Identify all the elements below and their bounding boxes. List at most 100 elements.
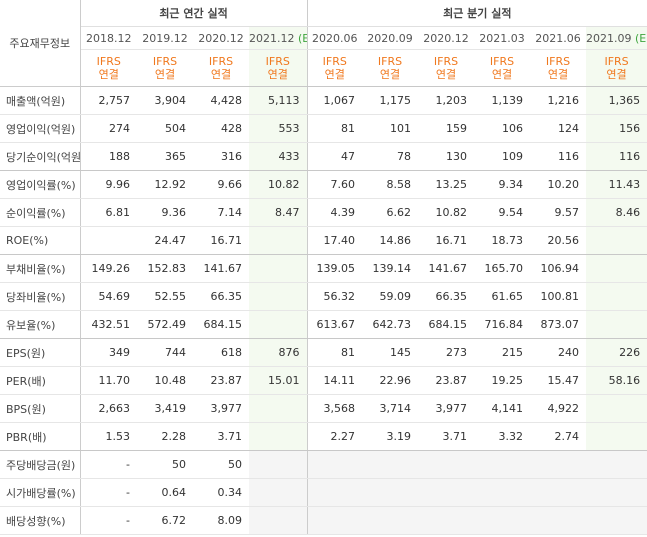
- value-cell: 78: [362, 142, 419, 171]
- value-cell: 19.25: [474, 366, 531, 395]
- value-cell: 52.55: [137, 282, 193, 311]
- standard: IFRS: [208, 55, 234, 68]
- period-header: 2021.12 (E): [249, 26, 308, 50]
- value-cell: 4.39: [307, 198, 363, 227]
- value-cell: [307, 478, 363, 507]
- value-cell: 22.96: [362, 366, 419, 395]
- value-cell: 6.81: [80, 198, 137, 227]
- period: 2021.12: [249, 31, 295, 45]
- period-header: 2020.09: [362, 26, 419, 50]
- value-cell: 1.53: [80, 422, 137, 451]
- header-row: 2018.12 2019.12 2020.12 2021.12 (E) 2020.06 2…: [0, 26, 647, 50]
- basis: 연결: [324, 68, 345, 81]
- value-cell: 642.73: [362, 310, 419, 339]
- row-label: 부채비율(%): [0, 254, 81, 283]
- value-cell: 9.54: [474, 198, 531, 227]
- value-cell: 5,113: [249, 86, 308, 115]
- value-cell: 9.57: [530, 198, 587, 227]
- standard-header: IFRS 연결: [80, 49, 137, 87]
- value-cell: [249, 394, 308, 423]
- value-cell: 3,419: [137, 394, 193, 423]
- data-row: 매출액(억원) 2,757 3,904 4,428 5,113 1,067 1,175 1,2…: [0, 86, 647, 115]
- value-cell: [474, 506, 531, 535]
- period: 2020.12: [198, 31, 244, 45]
- data-row: PBR(배) 1.53 2.28 3.71 2.27 3.19 3.71 3.32 2.74: [0, 422, 647, 451]
- value-cell: 10.20: [530, 170, 587, 199]
- value-cell: 4,428: [193, 86, 249, 115]
- value-cell: [474, 450, 531, 479]
- value-cell: 13.25: [418, 170, 475, 199]
- basis: 연결: [210, 68, 232, 81]
- standard: IFRS: [322, 55, 347, 68]
- row-label: 시가배당률(%): [0, 478, 81, 507]
- basis: 연결: [547, 68, 569, 81]
- value-cell: [362, 506, 419, 535]
- value-cell: 165.70: [474, 254, 531, 283]
- value-cell: 4,141: [474, 394, 531, 423]
- value-cell: 1,365: [586, 86, 647, 115]
- value-cell: 59.09: [362, 282, 419, 311]
- value-cell: 47: [307, 142, 363, 171]
- value-cell: 4,922: [530, 394, 587, 423]
- value-cell: 106.94: [530, 254, 587, 283]
- value-cell: 20.56: [530, 226, 587, 255]
- period-header: 2020.12: [193, 26, 249, 50]
- standard-header: IFRS 연결: [418, 49, 475, 87]
- value-cell: 11.43: [586, 170, 647, 199]
- value-cell: 0.64: [137, 478, 193, 507]
- row-label: 주당배당금(원): [0, 450, 81, 479]
- value-cell: 14.86: [362, 226, 419, 255]
- value-cell: 613.67: [307, 310, 363, 339]
- value-cell: 3.19: [362, 422, 419, 451]
- value-cell: [307, 506, 363, 535]
- row-label: 당기순이익(억원): [0, 142, 81, 171]
- standard: IFRS: [152, 55, 178, 68]
- basis: 연결: [379, 68, 401, 81]
- value-cell: -: [80, 450, 137, 479]
- value-cell: 58.16: [586, 366, 647, 395]
- period: 2020.09: [367, 31, 413, 45]
- value-cell: [418, 450, 475, 479]
- value-cell: [586, 394, 647, 423]
- period-header: 2021.06: [530, 26, 587, 50]
- value-cell: [586, 422, 647, 451]
- value-cell: [362, 450, 419, 479]
- value-cell: 81: [307, 114, 363, 143]
- data-row: 순이익률(%) 6.81 9.36 7.14 8.47 4.39 6.62 10.82 9.54…: [0, 198, 647, 227]
- value-cell: 215: [474, 338, 531, 367]
- period-header: 2020.12: [418, 26, 475, 50]
- value-cell: [418, 478, 475, 507]
- value-cell: 130: [418, 142, 475, 171]
- header-row: IFRS 연결 IFRS 연결 IFRS 연결 IFRS 연결 IFRS 연결 IFRS 연결 IFRS…: [0, 49, 647, 87]
- value-cell: 10.82: [249, 170, 308, 199]
- value-cell: 116: [586, 142, 647, 171]
- value-cell: 2,663: [80, 394, 137, 423]
- value-cell: [80, 226, 137, 255]
- data-row: 배당성향(%) -6.72 8.09: [0, 506, 647, 535]
- value-cell: [530, 506, 587, 535]
- standard-header: IFRS 연결: [530, 49, 587, 87]
- value-cell: 139.14: [362, 254, 419, 283]
- value-cell: [586, 450, 647, 479]
- value-cell: 3,714: [362, 394, 419, 423]
- value-cell: 428: [193, 114, 249, 143]
- row-label: BPS(원): [0, 394, 81, 423]
- value-cell: 15.01: [249, 366, 308, 395]
- basis: 연결: [435, 68, 457, 81]
- value-cell: 8.58: [362, 170, 419, 199]
- value-cell: 15.47: [530, 366, 587, 395]
- value-cell: 66.35: [193, 282, 249, 311]
- value-cell: 14.11: [307, 366, 363, 395]
- basis: 연결: [267, 68, 288, 81]
- value-cell: 23.87: [418, 366, 475, 395]
- basis: 연결: [606, 68, 627, 81]
- value-cell: 9.36: [137, 198, 193, 227]
- value-cell: 18.73: [474, 226, 531, 255]
- group-title: 최근 분기 실적: [307, 0, 647, 27]
- value-cell: 124: [530, 114, 587, 143]
- value-cell: 1,203: [418, 86, 475, 115]
- value-cell: 744: [137, 338, 193, 367]
- value-cell: [530, 450, 587, 479]
- data-row: 당기순이익(억원) 188 365 316 433 47 78 130 109 116 116: [0, 142, 647, 171]
- value-cell: 141.67: [193, 254, 249, 283]
